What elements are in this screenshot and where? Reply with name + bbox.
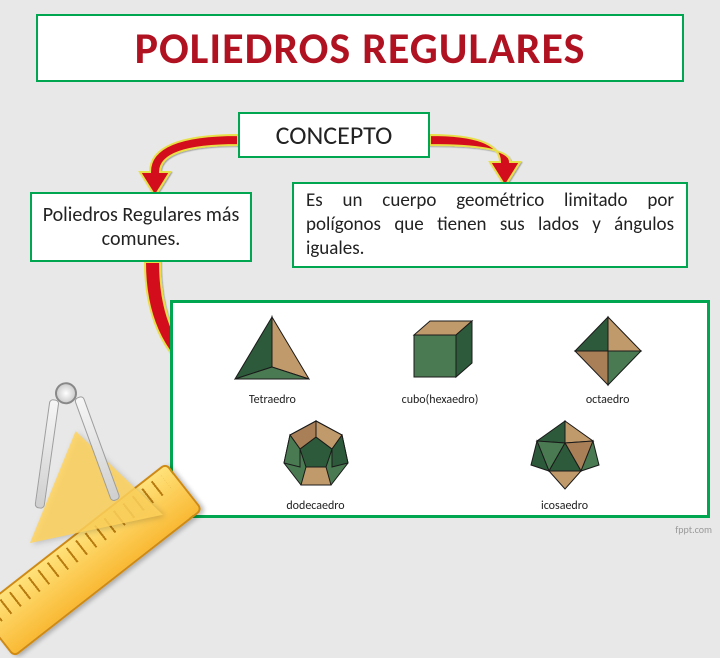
shape-dodecaedro: dodecaedro (266, 413, 366, 513)
compass-icon (29, 373, 112, 510)
title-box: POLIEDROS REGULARES (36, 14, 684, 82)
shape-label: cubo(hexaedro) (402, 393, 479, 407)
icosahedron-icon (515, 413, 615, 497)
definition-text: Es un cuerpo geométrico limitado por pol… (306, 189, 674, 260)
concept-box: CONCEPTO (238, 112, 430, 158)
cube-icon (390, 311, 490, 391)
definition-box: Es un cuerpo geométrico limitado por pol… (292, 182, 688, 268)
shape-label: Tetraedro (249, 393, 296, 407)
shape-cubo: cubo(hexaedro) (390, 311, 490, 407)
shape-label: octaedro (586, 393, 630, 407)
page-title: POLIEDROS REGULARES (135, 21, 586, 75)
watermark: fppt.com (675, 523, 712, 536)
shape-tetraedro: Tetraedro (227, 311, 317, 407)
shape-label: dodecaedro (286, 499, 344, 513)
drafting-tools-decoration (0, 350, 190, 540)
tetrahedron-icon (227, 311, 317, 391)
concept-label: CONCEPTO (276, 119, 393, 151)
shapes-panel: Tetraedro cubo(hexaedro) octaedro (170, 300, 710, 518)
dodecahedron-icon (266, 413, 366, 497)
shape-icosaedro: icosaedro (515, 413, 615, 513)
common-polyhedra-text: Poliedros Regulares más comunes. (38, 203, 244, 251)
common-polyhedra-box: Poliedros Regulares más comunes. (30, 192, 252, 262)
shape-octaedro: octaedro (563, 311, 653, 407)
octahedron-icon (563, 311, 653, 391)
shape-label: icosaedro (541, 499, 588, 513)
